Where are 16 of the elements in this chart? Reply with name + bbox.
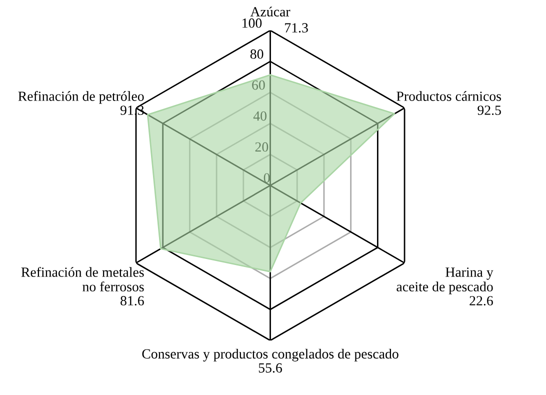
y-tick-label: 20: [255, 142, 268, 152]
y-tick-label: 80: [250, 49, 264, 59]
spoke-label: Conservas y productos congelados de pescado: [142, 348, 398, 362]
spoke-label: Refinación de metales no ferrosos: [21, 266, 144, 292]
y-tick-label: 40: [253, 111, 266, 121]
spoke-label: Azúcar: [250, 6, 290, 16]
text: 55.6: [258, 363, 282, 373]
y-tick-label: 60: [252, 80, 265, 90]
spoke-label: Refinación de petróleo: [18, 91, 144, 104]
y-tick-label: 100: [242, 18, 262, 28]
text: 92.5: [478, 106, 501, 115]
spoke-label: Harina y aceite de pescado: [396, 268, 494, 294]
text: 81.6: [120, 296, 144, 306]
text: 22.6: [470, 296, 493, 306]
text: 71.3: [285, 23, 308, 33]
spoke-label: Productos cárnicos: [396, 91, 501, 101]
